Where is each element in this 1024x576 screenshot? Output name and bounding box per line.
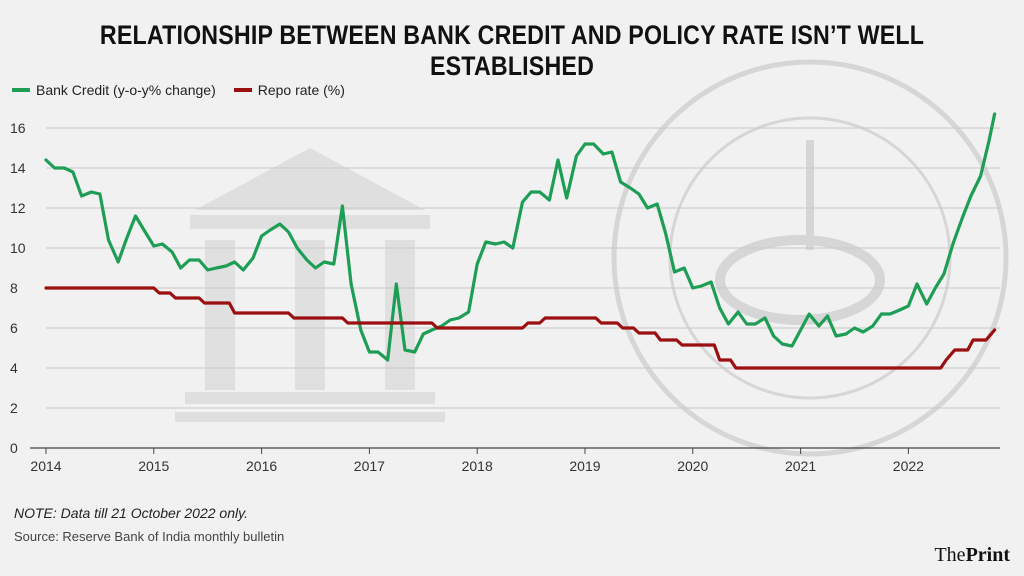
legend-item-bank-credit: Bank Credit (y-o-y% change) bbox=[12, 82, 216, 98]
legend-swatch-repo-rate bbox=[233, 88, 252, 92]
y-tick-label: 10 bbox=[10, 240, 26, 256]
y-tick-label: 16 bbox=[10, 120, 26, 136]
chart-title: RELATIONSHIP BETWEEN BANK CREDIT AND POL… bbox=[99, 20, 925, 81]
chart-note: NOTE: Data till 21 October 2022 only. bbox=[14, 505, 248, 521]
legend-swatch-bank-credit bbox=[12, 88, 30, 92]
chart-source: Source: Reserve Bank of India monthly bu… bbox=[14, 529, 285, 544]
building-watermark bbox=[175, 148, 445, 422]
brand-logo: ThePrint bbox=[934, 544, 1010, 567]
x-tick-label: 2021 bbox=[785, 458, 816, 474]
x-tick-label: 2022 bbox=[893, 458, 924, 474]
x-tick-label: 2015 bbox=[138, 458, 169, 474]
repo-rate-line bbox=[44, 286, 997, 370]
brand-logo-part2: Print bbox=[965, 544, 1010, 566]
y-tick-label: 0 bbox=[10, 440, 18, 456]
x-tick-label: 2017 bbox=[354, 458, 385, 474]
y-tick-label: 4 bbox=[10, 360, 18, 376]
legend-item-repo-rate: Repo rate (%) bbox=[233, 82, 345, 98]
x-tick-label: 2019 bbox=[569, 458, 600, 474]
chart-legend: Bank Credit (y-o-y% change) Repo rate (%… bbox=[12, 82, 363, 98]
y-tick-label: 2 bbox=[10, 400, 18, 416]
y-tick-label: 12 bbox=[10, 200, 26, 216]
legend-label-bank-credit: Bank Credit (y-o-y% change) bbox=[36, 82, 216, 98]
x-tick-label: 2014 bbox=[30, 458, 61, 474]
legend-label-repo-rate: Repo rate (%) bbox=[257, 82, 345, 98]
y-tick-label: 6 bbox=[10, 320, 18, 336]
bank-credit-line bbox=[44, 112, 997, 362]
brand-logo-part1: The bbox=[934, 544, 966, 566]
x-tick-label: 2020 bbox=[677, 458, 708, 474]
y-tick-label: 8 bbox=[10, 280, 18, 296]
x-tick-label: 2016 bbox=[246, 458, 277, 474]
y-tick-label: 14 bbox=[10, 160, 26, 176]
x-tick-label: 2018 bbox=[462, 458, 493, 474]
